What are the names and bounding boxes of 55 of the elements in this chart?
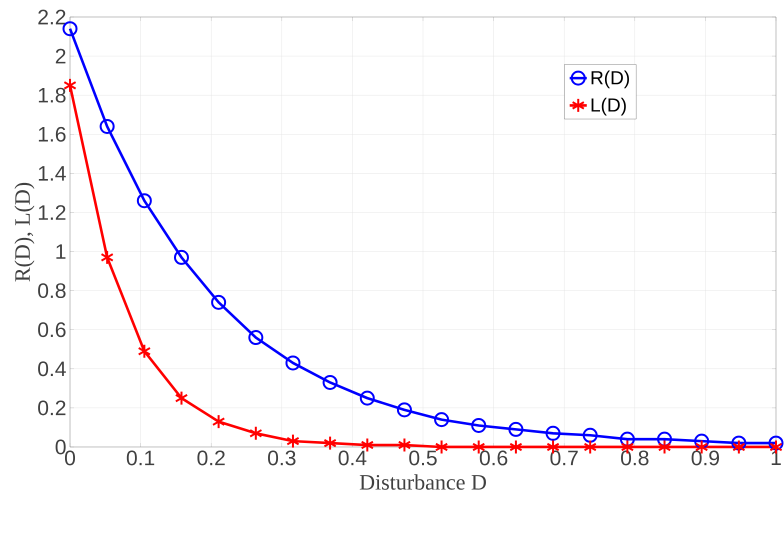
point: [286, 434, 300, 449]
point: [508, 422, 524, 437]
point: [584, 439, 597, 454]
point: [212, 414, 226, 430]
point: [360, 390, 375, 406]
y-tick-label: 0.8: [38, 283, 66, 298]
x-tick-label: 0.4: [338, 450, 366, 466]
legend-label: L(D): [592, 98, 626, 116]
y-axis-title: R(D), L(D): [14, 182, 34, 282]
point: [434, 412, 450, 428]
point: [731, 436, 746, 451]
y-tick-label: 0.6: [38, 322, 66, 338]
x-tick-label: 0.9: [692, 450, 719, 466]
point: [471, 418, 486, 433]
point: [396, 402, 412, 418]
point: [732, 439, 746, 454]
point: [211, 294, 226, 310]
x-tick-label: 0.3: [268, 450, 296, 466]
point: [285, 355, 300, 370]
point: [136, 193, 152, 208]
point: [768, 436, 784, 451]
point: [546, 426, 561, 441]
x-tick-label: 0.5: [409, 450, 437, 466]
x-tick-label: 0.2: [197, 450, 225, 466]
point: [138, 344, 151, 359]
point: [658, 439, 672, 454]
point: [249, 426, 262, 441]
x-tick-label: 0.7: [550, 450, 578, 466]
x-tick-label: 0.6: [480, 450, 508, 466]
x-tick-label: 0.1: [126, 450, 154, 466]
y-tick-label: 0.4: [38, 361, 66, 376]
point: [323, 436, 337, 451]
y-tick-label: 1.2: [38, 205, 66, 220]
point: [620, 432, 635, 447]
point: [582, 428, 598, 443]
y-tick-label: 1.6: [38, 126, 66, 142]
point: [174, 250, 189, 265]
point: [174, 390, 188, 406]
point: [509, 439, 523, 454]
point: [248, 330, 264, 346]
point: [694, 434, 710, 449]
y-tick-label: 1.8: [38, 88, 66, 103]
point: [657, 432, 672, 447]
x-tick-label: 0.8: [621, 450, 648, 466]
x-axis-title: Disturbance D: [360, 474, 486, 490]
y-tick-label: 2.2: [38, 10, 66, 24]
y-tick-label: 0: [56, 440, 66, 454]
point: [322, 374, 338, 390]
y-tick-label: 1.4: [38, 166, 66, 181]
y-tick-label: 0.2: [38, 400, 66, 416]
y-tick-label: 2: [56, 48, 66, 64]
point: [100, 250, 114, 265]
y-tick-label: 1: [56, 244, 66, 259]
legend-label: R(D): [592, 70, 629, 88]
point: [100, 118, 115, 134]
